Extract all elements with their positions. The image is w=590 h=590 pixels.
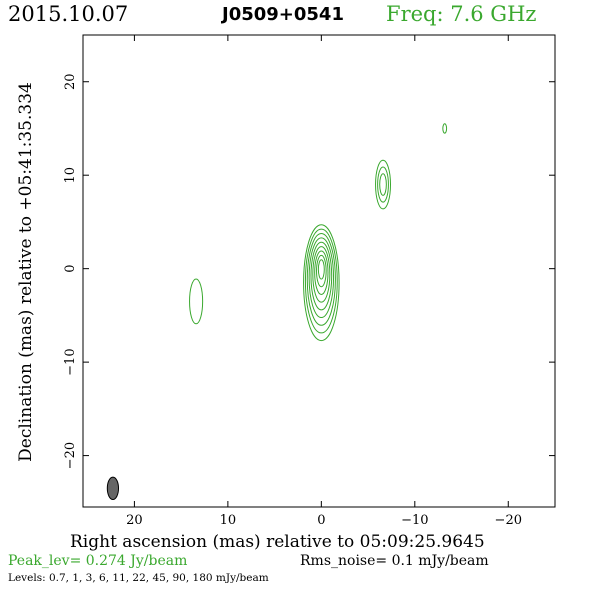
rms-noise: Rms_noise= 0.1 mJy/beam (300, 553, 489, 569)
contour-core (303, 224, 340, 342)
x-axis-label: Right ascension (mas) relative to 05:09:… (70, 532, 485, 552)
contour-core (317, 259, 325, 280)
y-tick-label: −20 (63, 442, 78, 469)
contour-layer (189, 123, 448, 342)
frequency-label: Freq: 7.6 GHz (386, 2, 537, 26)
y-axis-label: Declination (mas) relative to +05:41:35.… (16, 82, 36, 462)
beam-layer (106, 476, 120, 501)
y-tick-label: 10 (63, 167, 78, 184)
contour-core (310, 241, 333, 311)
x-tick-label: −20 (495, 513, 522, 528)
contour-core (312, 246, 331, 303)
peak-level: Peak_lev= 0.274 Jy/beam (8, 553, 188, 569)
plot-frame (82, 34, 556, 508)
contour-core (316, 254, 327, 288)
contour-jet-ne (375, 159, 392, 210)
source-name: J0509+0541 (222, 4, 344, 25)
beam-ellipse (106, 476, 120, 501)
x-tick-label: −10 (401, 513, 428, 528)
x-tick-label: 20 (126, 513, 143, 528)
y-tick-label: 20 (63, 73, 78, 90)
contour-jet-ne (379, 173, 387, 196)
y-tick-label: −10 (63, 348, 78, 375)
contour-levels: Levels: 0.7, 1, 3, 6, 11, 22, 45, 90, 18… (8, 572, 269, 584)
contour-core (314, 250, 329, 295)
x-tick-label: 10 (220, 513, 237, 528)
axis-ticks (83, 35, 555, 507)
contour-jet-far (442, 123, 448, 134)
contour-core (308, 237, 335, 319)
x-tick-label: 0 (317, 513, 325, 528)
observation-date: 2015.10.07 (8, 2, 129, 26)
contour-counter-blob (189, 278, 204, 325)
axis-tick-labels: 20 10 0 −10 −20 20 10 0 −10 −20 (63, 73, 522, 528)
contour-core (304, 228, 338, 334)
contour-core (306, 232, 336, 326)
contour-jet-ne (377, 166, 389, 203)
y-tick-label: 0 (63, 265, 78, 273)
